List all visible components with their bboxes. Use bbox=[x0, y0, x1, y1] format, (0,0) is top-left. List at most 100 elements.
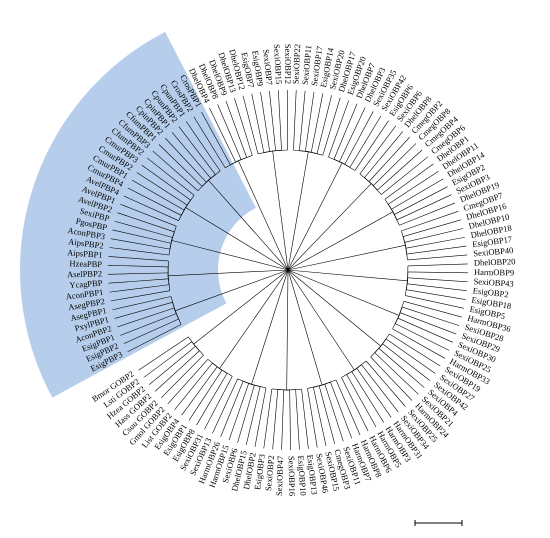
branch bbox=[112, 229, 172, 244]
branch bbox=[207, 359, 220, 369]
branch bbox=[263, 388, 273, 449]
branch bbox=[170, 240, 173, 244]
branch bbox=[407, 263, 468, 267]
branch bbox=[168, 269, 289, 277]
leaf-label: SexiOBP7 bbox=[261, 49, 275, 86]
branch bbox=[384, 163, 434, 200]
leaf-label: SexiOBP16 bbox=[287, 456, 298, 496]
branch bbox=[370, 345, 382, 358]
branch bbox=[251, 384, 255, 386]
branch bbox=[117, 307, 175, 328]
leaf-label: AselPBP2 bbox=[67, 268, 102, 279]
branch bbox=[234, 98, 253, 156]
leaf-label: HzeaPBP bbox=[69, 258, 102, 269]
branch bbox=[407, 254, 468, 261]
branch bbox=[346, 374, 377, 428]
branch bbox=[123, 195, 179, 221]
branch bbox=[251, 93, 265, 153]
branch bbox=[356, 368, 392, 418]
branch bbox=[403, 219, 461, 237]
leaf-label: SexiOBP15 bbox=[272, 44, 284, 85]
branch bbox=[196, 373, 228, 426]
branch bbox=[354, 368, 357, 371]
branch bbox=[354, 120, 389, 171]
branch bbox=[281, 389, 285, 450]
branch bbox=[330, 382, 353, 439]
branch bbox=[174, 310, 177, 314]
branch bbox=[381, 156, 429, 195]
branch bbox=[193, 343, 196, 347]
branch bbox=[193, 116, 226, 168]
branch bbox=[120, 203, 177, 227]
branch bbox=[109, 284, 169, 293]
branch bbox=[174, 362, 213, 410]
branch bbox=[389, 333, 441, 367]
branch bbox=[339, 161, 343, 164]
branch bbox=[374, 352, 419, 395]
branch bbox=[364, 131, 404, 178]
branch bbox=[206, 179, 209, 183]
branch bbox=[228, 383, 249, 441]
branch bbox=[188, 336, 194, 345]
branch bbox=[341, 377, 369, 432]
branch bbox=[278, 90, 282, 151]
branch bbox=[245, 386, 261, 446]
branch bbox=[402, 306, 460, 326]
branch bbox=[299, 90, 306, 151]
branch bbox=[318, 385, 336, 444]
branch bbox=[287, 269, 355, 371]
branch bbox=[110, 290, 170, 302]
branch bbox=[108, 256, 169, 262]
branch bbox=[301, 389, 309, 449]
branch bbox=[238, 155, 253, 162]
branch bbox=[185, 207, 289, 271]
branch bbox=[341, 162, 356, 171]
branch bbox=[391, 178, 444, 210]
branch bbox=[123, 318, 179, 344]
branch bbox=[407, 283, 467, 291]
branch bbox=[344, 111, 374, 165]
branch bbox=[399, 202, 456, 226]
branch bbox=[127, 187, 182, 216]
branch bbox=[127, 324, 182, 352]
branch bbox=[109, 247, 169, 256]
branch bbox=[397, 317, 453, 343]
leaf-label: SexiOBP22 bbox=[290, 44, 302, 85]
leaf-label: YcagPBP bbox=[69, 278, 103, 290]
branch bbox=[305, 91, 315, 152]
branch bbox=[181, 366, 218, 416]
branch bbox=[349, 115, 382, 168]
branch bbox=[310, 93, 324, 153]
branch bbox=[193, 269, 289, 345]
leaf-label: AipsPBP2 bbox=[68, 236, 104, 250]
branch bbox=[235, 160, 239, 163]
branch bbox=[335, 379, 361, 436]
branch bbox=[328, 100, 349, 158]
branch bbox=[388, 170, 439, 205]
branch bbox=[368, 181, 372, 184]
branch bbox=[287, 244, 406, 271]
branch bbox=[208, 170, 221, 181]
leaf-label: SexiOBP11 bbox=[300, 45, 314, 86]
branch bbox=[307, 388, 318, 448]
branch bbox=[308, 151, 323, 156]
branch bbox=[401, 211, 459, 232]
branch bbox=[220, 381, 244, 438]
branch bbox=[361, 364, 399, 413]
leaf-label: DhelOBP20 bbox=[474, 256, 516, 267]
branch bbox=[295, 389, 300, 450]
branch bbox=[186, 121, 221, 172]
branch bbox=[396, 194, 452, 221]
branch bbox=[391, 209, 394, 212]
leaf-label: SexiOBP40 bbox=[473, 245, 514, 258]
branch bbox=[201, 111, 231, 165]
branch bbox=[287, 269, 400, 316]
branch bbox=[254, 387, 267, 447]
branch bbox=[321, 383, 325, 386]
leaf-label: AconPBP1 bbox=[65, 287, 104, 302]
branch bbox=[237, 385, 255, 443]
branch bbox=[316, 95, 332, 154]
branch bbox=[204, 376, 233, 430]
branch bbox=[170, 296, 176, 311]
branch bbox=[185, 195, 195, 208]
